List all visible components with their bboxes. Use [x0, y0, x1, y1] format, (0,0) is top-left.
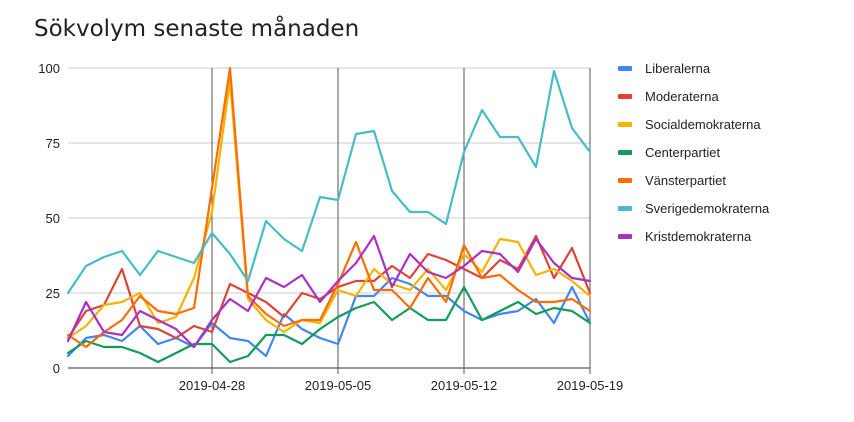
- series-line-vänsterpartiet: [66, 66, 592, 349]
- axis-layer: 0 25 50 75 100 2019-04-28 2019-05-05 2019-05-12…: [38, 61, 623, 393]
- series-line-centerpartiet: [66, 285, 592, 364]
- legend-item-centerpartiet[interactable]: Centerpartiet: [618, 145, 721, 160]
- legend-swatch: [618, 178, 632, 183]
- legend-swatch: [618, 122, 632, 127]
- chart-title: Sökvolym senaste månaden: [34, 16, 360, 42]
- legend-label: Kristdemokraterna: [645, 229, 752, 244]
- series-line-socialdemokraterna: [66, 78, 592, 340]
- series-line-kristdemokraterna: [66, 234, 592, 349]
- series-line-liberalerna: [66, 276, 592, 358]
- y-tick-label: 75: [46, 136, 60, 151]
- legend-item-liberalerna[interactable]: Liberalerna: [618, 61, 711, 76]
- legend-swatch: [618, 206, 632, 211]
- legend-item-moderaterna[interactable]: Moderaterna: [618, 89, 719, 104]
- y-tick-label: 0: [53, 361, 60, 376]
- legend-label: Liberalerna: [645, 61, 711, 76]
- x-tick-label: 2019-05-19: [557, 378, 624, 393]
- x-tick-label: 2019-04-28: [179, 378, 246, 393]
- legend-swatch: [618, 66, 632, 71]
- series-line-sverigedemokraterna: [66, 69, 592, 295]
- legend-label: Vänsterpartiet: [645, 173, 726, 188]
- legend-label: Centerpartiet: [645, 145, 721, 160]
- legend-item-kristdemokraterna[interactable]: Kristdemokraterna: [618, 229, 752, 244]
- y-tick-label: 25: [46, 286, 60, 301]
- legend-item-vänsterpartiet[interactable]: Vänsterpartiet: [618, 173, 726, 188]
- x-tick-label: 2019-05-05: [305, 378, 372, 393]
- legend-label: Socialdemokraterna: [645, 117, 761, 132]
- legend-item-sverigedemokraterna[interactable]: Sverigedemokraterna: [618, 201, 770, 216]
- legend-swatch: [618, 94, 632, 99]
- legend-swatch: [618, 150, 632, 155]
- legend-label: Sverigedemokraterna: [645, 201, 770, 216]
- y-tick-label: 100: [38, 61, 60, 76]
- y-tick-label: 50: [46, 211, 60, 226]
- legend[interactable]: Liberalerna Moderaterna Socialdemokraterna…: [618, 61, 770, 244]
- legend-label: Moderaterna: [645, 89, 719, 104]
- legend-item-socialdemokraterna[interactable]: Socialdemokraterna: [618, 117, 761, 132]
- legend-swatch: [618, 234, 632, 239]
- series-layer: [66, 66, 592, 364]
- x-tick-label: 2019-05-12: [431, 378, 498, 393]
